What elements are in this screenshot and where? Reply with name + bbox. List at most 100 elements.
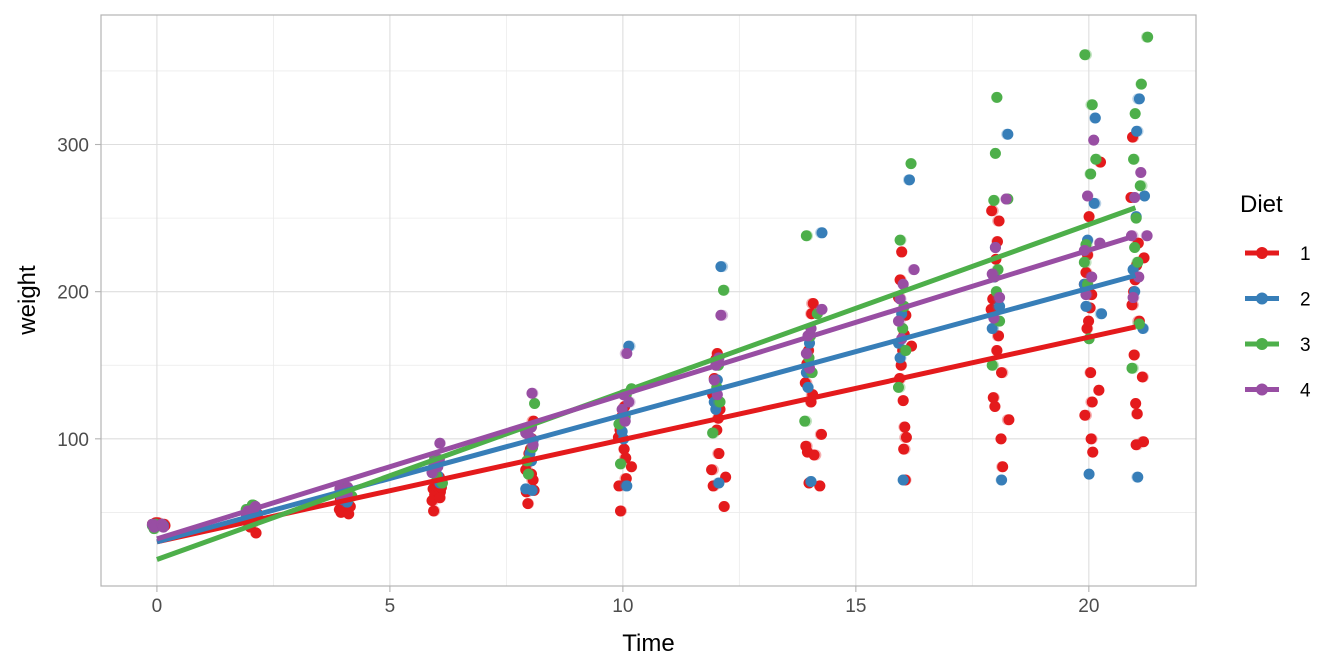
legend-key-point-1 bbox=[1256, 247, 1268, 259]
point-diet-4 bbox=[892, 315, 904, 327]
point-diet-2 bbox=[996, 474, 1008, 486]
point-diet-4 bbox=[621, 347, 633, 359]
regression-line-diet-3 bbox=[156, 205, 1137, 562]
point-diet-3 bbox=[991, 91, 1003, 103]
point-diet-2 bbox=[1138, 190, 1150, 202]
point-diet-1 bbox=[428, 505, 440, 517]
point-diet-1 bbox=[1130, 439, 1142, 451]
point-diet-3 bbox=[800, 230, 812, 242]
point-diet-3 bbox=[1078, 256, 1090, 268]
point-diet-3 bbox=[614, 458, 626, 470]
legend-key-point-2 bbox=[1256, 292, 1268, 305]
point-diet-4 bbox=[1129, 191, 1141, 203]
point-diet-1 bbox=[1130, 398, 1142, 410]
point-diet-3 bbox=[1090, 153, 1102, 165]
point-diet-1 bbox=[1136, 371, 1148, 383]
point-diet-2 bbox=[894, 352, 906, 364]
point-diet-2 bbox=[1089, 112, 1101, 124]
x-tick-label: 20 bbox=[1078, 596, 1099, 617]
point-diet-2 bbox=[897, 474, 909, 486]
point-diet-4 bbox=[715, 309, 727, 321]
point-diet-2 bbox=[986, 322, 998, 334]
point-diet-4 bbox=[897, 278, 909, 290]
point-diet-4 bbox=[708, 374, 720, 386]
point-diet-1 bbox=[1083, 315, 1095, 327]
point-diet-3 bbox=[707, 427, 719, 439]
point-diet-4 bbox=[1086, 271, 1098, 283]
point-diet-2 bbox=[1096, 308, 1108, 320]
point-diet-2 bbox=[1133, 93, 1145, 105]
point-diet-3 bbox=[1134, 180, 1146, 192]
point-diet-1 bbox=[814, 480, 826, 492]
point-diet-4 bbox=[1135, 166, 1147, 178]
legend-label-3: 3 bbox=[1300, 335, 1311, 356]
point-diet-1 bbox=[1131, 408, 1143, 420]
point-diet-1 bbox=[1086, 396, 1098, 408]
point-diet-3 bbox=[529, 398, 541, 410]
x-tick-label: 0 bbox=[152, 596, 163, 617]
point-diet-3 bbox=[1135, 78, 1147, 90]
point-diet-1 bbox=[706, 464, 718, 476]
point-diet-2 bbox=[715, 261, 727, 273]
y-tick-label: 200 bbox=[57, 283, 89, 304]
legend-key-point-3 bbox=[1256, 338, 1268, 350]
point-diet-1 bbox=[986, 205, 998, 217]
point-diet-4 bbox=[1127, 292, 1139, 304]
point-diet-2 bbox=[1083, 468, 1095, 480]
point-diet-4 bbox=[623, 396, 635, 408]
point-diet-2 bbox=[1002, 128, 1014, 140]
point-diet-1 bbox=[618, 443, 630, 455]
legend-key-point-4 bbox=[1256, 383, 1268, 396]
point-diet-4 bbox=[526, 387, 538, 399]
point-diet-3 bbox=[900, 345, 912, 357]
point-diet-4 bbox=[1082, 190, 1094, 202]
regression-line-diet-2 bbox=[156, 273, 1137, 545]
x-axis-title: Time bbox=[622, 630, 674, 657]
point-diet-1 bbox=[1003, 414, 1015, 426]
point-diet-4 bbox=[434, 437, 446, 449]
point-diet-2 bbox=[526, 484, 538, 496]
point-diet-4 bbox=[816, 303, 828, 315]
point-diet-4 bbox=[894, 293, 906, 305]
point-diet-3 bbox=[718, 284, 730, 296]
point-diet-3 bbox=[988, 194, 1000, 206]
point-diet-1 bbox=[993, 215, 1005, 227]
point-diet-2 bbox=[713, 477, 725, 489]
point-diet-1 bbox=[996, 367, 1008, 379]
y-axis-ticks: 100 200 300 bbox=[57, 136, 101, 451]
point-diet-1 bbox=[1085, 433, 1097, 445]
point-diet-1 bbox=[1083, 211, 1095, 223]
point-diet-4 bbox=[989, 242, 1001, 254]
point-diet-3 bbox=[1079, 49, 1091, 61]
regression-line-diet-1 bbox=[156, 324, 1136, 545]
point-diet-1 bbox=[1128, 349, 1140, 361]
point-diet-3 bbox=[1126, 362, 1138, 374]
point-diet-1 bbox=[815, 428, 827, 440]
point-diet-3 bbox=[1128, 153, 1140, 165]
point-diet-1 bbox=[718, 501, 730, 513]
point-diet-4 bbox=[157, 521, 169, 533]
x-axis-ticks: 0 5 10 15 20 bbox=[152, 586, 1099, 617]
point-diet-1 bbox=[522, 498, 534, 510]
legend-keys: 1 2 3 4 bbox=[1245, 244, 1311, 402]
point-diet-4 bbox=[1000, 193, 1012, 205]
point-diet-4 bbox=[1088, 134, 1100, 146]
point-diet-1 bbox=[1093, 384, 1105, 396]
point-diet-2 bbox=[1131, 125, 1143, 137]
point-diet-2 bbox=[816, 227, 828, 239]
point-diet-4 bbox=[619, 415, 631, 427]
legend-label-2: 2 bbox=[1300, 290, 1311, 311]
point-diet-2 bbox=[1132, 471, 1144, 483]
point-diet-1 bbox=[898, 443, 910, 455]
point-diet-1 bbox=[995, 433, 1007, 445]
point-diet-3 bbox=[986, 359, 998, 371]
point-diet-4 bbox=[1133, 271, 1145, 283]
point-diet-3 bbox=[1133, 318, 1145, 330]
point-diet-1 bbox=[614, 505, 626, 517]
legend: Diet 1 2 3 4 bbox=[1240, 191, 1311, 402]
point-diet-3 bbox=[1086, 99, 1098, 111]
plot-panel-background bbox=[101, 15, 1196, 586]
y-tick-label: 300 bbox=[57, 136, 89, 157]
point-diet-1 bbox=[434, 492, 446, 504]
